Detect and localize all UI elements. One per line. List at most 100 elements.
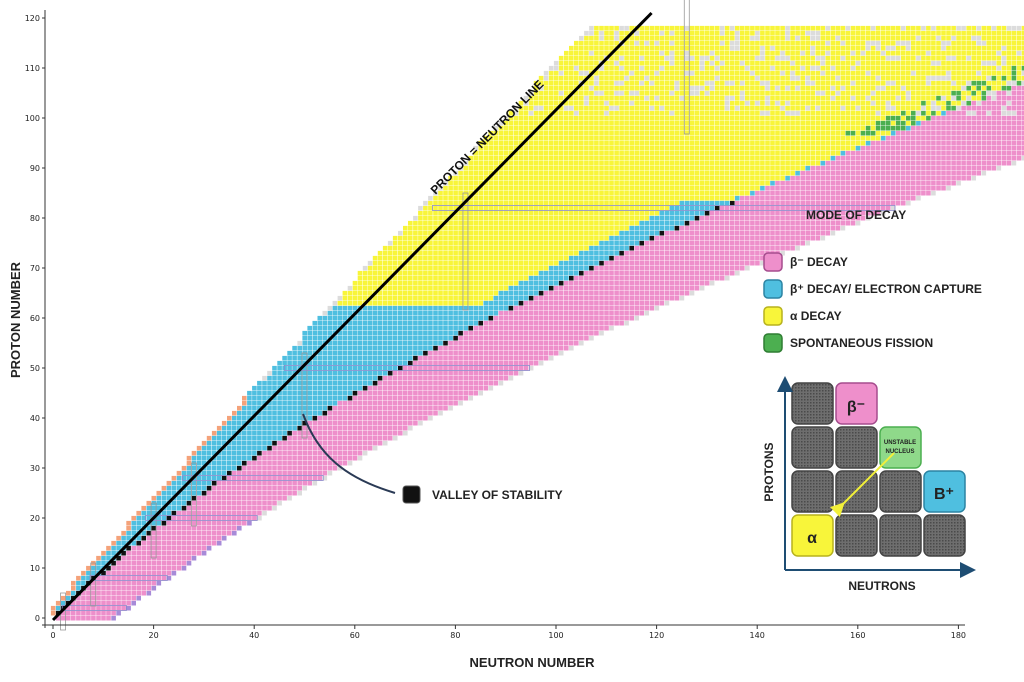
nuclide-cell	[322, 410, 328, 416]
nuclide-cell	[488, 235, 494, 241]
nuclide-cell	[825, 195, 831, 201]
nuclide-cell	[191, 510, 197, 516]
nuclide-cell	[508, 370, 514, 376]
nuclide-cell	[498, 205, 504, 211]
nuclide-cell	[473, 345, 478, 351]
nuclide-cell	[750, 235, 755, 241]
nuclide-cell	[171, 560, 177, 566]
nuclide-cell	[624, 275, 629, 281]
nuclide-cell	[604, 220, 609, 226]
nuclide-cell	[840, 160, 846, 166]
nuclide-cell	[473, 215, 478, 221]
nuclide-cell	[513, 350, 519, 356]
nuclide-cell	[906, 195, 911, 201]
nuclide-cell	[362, 400, 368, 406]
nuclide-cell	[317, 440, 323, 446]
nuclide-cell	[624, 300, 629, 306]
nuclide-cell	[277, 435, 282, 441]
nuclide-cell	[760, 155, 765, 161]
nuclide-cell	[423, 225, 428, 231]
nuclide-cell	[589, 245, 594, 251]
nuclide-cell	[533, 360, 539, 366]
nuclide-cell	[483, 325, 489, 331]
nuclide-cell	[478, 325, 483, 331]
nuclide-cell	[659, 250, 665, 256]
nuclide-cell	[408, 265, 413, 271]
nuclide-cell	[699, 265, 705, 271]
nuclide-cell	[508, 300, 514, 306]
nuclide-cell	[387, 305, 393, 311]
nuclide-cell	[438, 185, 443, 191]
nuclide-cell	[483, 155, 489, 161]
nuclide-cell	[684, 265, 690, 271]
nuclide-cell	[508, 260, 514, 266]
nuclide-cell	[850, 180, 856, 186]
nuclide-cell	[775, 190, 780, 196]
nuclide-cell	[574, 265, 579, 271]
nuclide-cell	[745, 200, 750, 206]
nuclide-cell	[895, 185, 901, 191]
nuclide-cell	[659, 185, 665, 191]
nuclide-cell	[835, 195, 841, 201]
nuclide-cell	[835, 225, 841, 231]
nuclide-cell	[468, 230, 473, 236]
nuclide-cell	[403, 320, 408, 326]
nuclide-cell	[282, 360, 287, 366]
nuclide-cell	[347, 460, 353, 466]
nuclide-cell	[533, 160, 539, 166]
nuclide-cell	[579, 230, 584, 236]
nuclide-cell	[488, 315, 494, 321]
nuclide-cell	[387, 285, 393, 291]
nuclide-cell	[181, 475, 187, 481]
nuclide-cell	[352, 395, 358, 401]
nuclide-cell	[423, 330, 428, 336]
nuclide-cell	[558, 210, 564, 216]
nuclide-cell	[483, 240, 489, 246]
nuclide-cell	[342, 455, 348, 461]
nuclide-cell	[332, 395, 338, 401]
nuclide-cell	[252, 515, 257, 521]
nuclide-cell	[594, 255, 599, 261]
nuclide-cell	[176, 535, 182, 541]
nuclide-cell	[901, 185, 906, 191]
nuclide-cell	[850, 150, 856, 156]
nuclide-cell	[307, 375, 312, 381]
nuclide-cell	[332, 440, 338, 446]
nuclide-cell	[604, 245, 609, 251]
nuclide-cell	[785, 215, 790, 221]
nuclide-cell	[272, 435, 277, 441]
nuclide-cell	[372, 315, 378, 321]
nuclide-cell	[594, 285, 599, 291]
nuclide-cell	[342, 395, 348, 401]
nuclide-cell	[211, 485, 217, 491]
nuclide-cell	[508, 360, 514, 366]
nuclide-cell	[664, 205, 670, 211]
nuclide-cell	[428, 250, 433, 256]
nuclide-cell	[483, 215, 489, 221]
nuclide-cell	[548, 315, 554, 321]
nuclide-cell	[679, 245, 685, 251]
nuclide-cell	[267, 495, 272, 501]
nuclide-cell	[81, 570, 86, 576]
nuclide-cell	[689, 205, 695, 211]
nuclide-cell	[387, 430, 393, 436]
nuclide-cell	[558, 185, 564, 191]
nuclide-cell	[488, 355, 494, 361]
nuclide-cell	[312, 445, 318, 451]
nuclide-cell	[337, 425, 343, 431]
nuclide-cell	[528, 290, 534, 296]
nuclide-cell	[478, 295, 483, 301]
nuclide-cell	[599, 255, 604, 261]
nuclide-cell	[362, 360, 368, 366]
nuclide-cell	[332, 405, 338, 411]
nuclide-cell	[297, 485, 302, 491]
nuclide-cell	[493, 360, 499, 366]
nuclide-cell	[765, 215, 770, 221]
nuclide-cell	[428, 290, 433, 296]
nuclide-cell	[91, 595, 96, 601]
nuclide-cell	[558, 235, 564, 241]
nuclide-cell	[458, 380, 463, 386]
nuclide-cell	[614, 230, 619, 236]
nuclide-cell	[558, 310, 564, 316]
nuclide-cell	[211, 490, 217, 496]
